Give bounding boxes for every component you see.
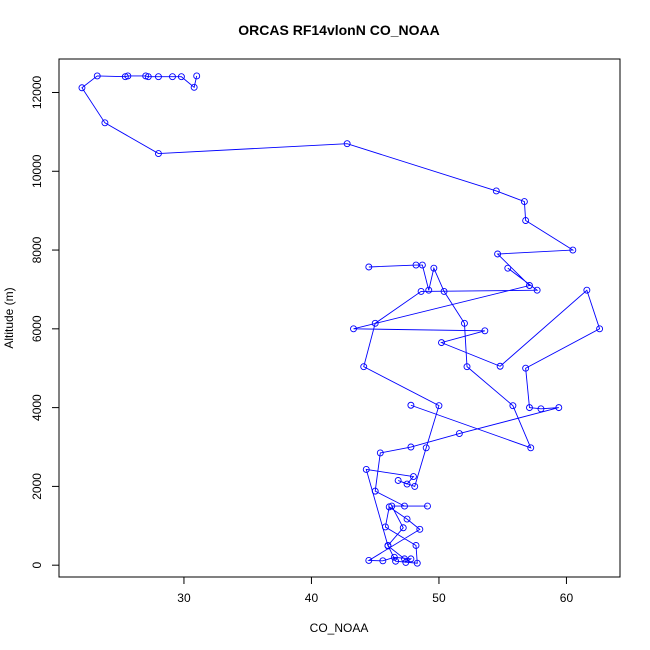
data-point [412, 542, 420, 549]
data-point [403, 515, 411, 523]
data-point [417, 287, 425, 295]
data-point [379, 557, 387, 565]
data-point [533, 286, 541, 294]
data-point [78, 84, 86, 92]
data-point [494, 250, 502, 258]
y-tick-label: 6000 [30, 315, 44, 342]
data-point [596, 325, 604, 333]
data-point [555, 404, 563, 412]
data-point [177, 73, 185, 81]
data-point [440, 287, 448, 295]
data-point [435, 402, 443, 410]
data-point [360, 363, 368, 371]
data-point [401, 555, 408, 563]
plot-frame [58, 58, 621, 578]
data-point [401, 502, 408, 510]
data-point [407, 443, 415, 451]
x-tick-label: 60 [560, 591, 574, 605]
data-point [461, 319, 468, 327]
series-layer [78, 72, 604, 567]
data-point [418, 261, 426, 269]
data-point [190, 83, 198, 91]
data-point [438, 339, 445, 347]
data-point [492, 187, 500, 195]
x-tick-label: 40 [305, 591, 319, 605]
data-point [381, 523, 389, 531]
data-point [343, 140, 351, 148]
data-point [526, 404, 533, 412]
data-point [371, 487, 379, 495]
data-point [527, 444, 535, 452]
data-point [193, 72, 201, 80]
data-point [101, 119, 109, 127]
data-point [413, 559, 421, 567]
y-axis-label: Altitude (m) [2, 287, 16, 348]
data-point [411, 482, 419, 490]
y-tick-label: 0 [30, 562, 44, 569]
y-tick-label: 2000 [30, 473, 44, 500]
data-point [410, 473, 417, 480]
data-point [142, 72, 150, 80]
data-point [350, 325, 357, 333]
data-point [463, 363, 471, 371]
data-point [371, 319, 379, 327]
data-point [384, 542, 392, 550]
data-point [496, 362, 504, 370]
data-point [392, 557, 400, 565]
data-point [402, 558, 410, 566]
data-point [520, 198, 528, 206]
data-point [121, 73, 129, 81]
data-point [583, 286, 591, 294]
x-tick-label: 30 [177, 591, 191, 605]
data-point [424, 502, 431, 510]
data-point [365, 557, 373, 564]
data-point [504, 264, 512, 272]
data-point [399, 524, 407, 532]
data-point [526, 282, 533, 289]
data-point [522, 364, 530, 372]
data-point [481, 327, 489, 335]
y-tick-label: 4000 [30, 394, 44, 421]
data-point [403, 480, 411, 488]
data-point [455, 430, 463, 438]
data-point [169, 73, 176, 81]
data-point [416, 525, 424, 533]
y-tick-label: 8000 [30, 236, 44, 263]
x-tick-label: 50 [432, 591, 446, 605]
data-point [569, 246, 577, 254]
data-point [93, 72, 101, 80]
data-point [154, 150, 162, 157]
y-tick-label: 10000 [30, 154, 44, 188]
y-tick-label: 12000 [30, 75, 44, 109]
data-point [376, 449, 384, 457]
data-point [425, 286, 433, 294]
data-point [362, 466, 370, 473]
chart-title: ORCAS RF14vlonN CO_NOAA [238, 22, 439, 38]
data-point [422, 444, 430, 452]
data-point [407, 401, 415, 409]
series-line-1 [81, 75, 601, 564]
data-point [385, 503, 393, 511]
data-point [390, 553, 398, 561]
series-line-2 [368, 264, 532, 449]
data-point [430, 264, 438, 272]
data-point [509, 402, 517, 410]
x-axis-label: CO_NOAA [310, 621, 369, 635]
data-point [537, 405, 545, 413]
x-axis: 30 40 50 60 [177, 577, 573, 605]
data-point [154, 73, 162, 81]
data-point [394, 477, 402, 484]
y-axis: 0 2000 4000 6000 8000 10000 12000 [30, 75, 59, 569]
data-point [365, 263, 373, 271]
data-point [522, 217, 530, 224]
